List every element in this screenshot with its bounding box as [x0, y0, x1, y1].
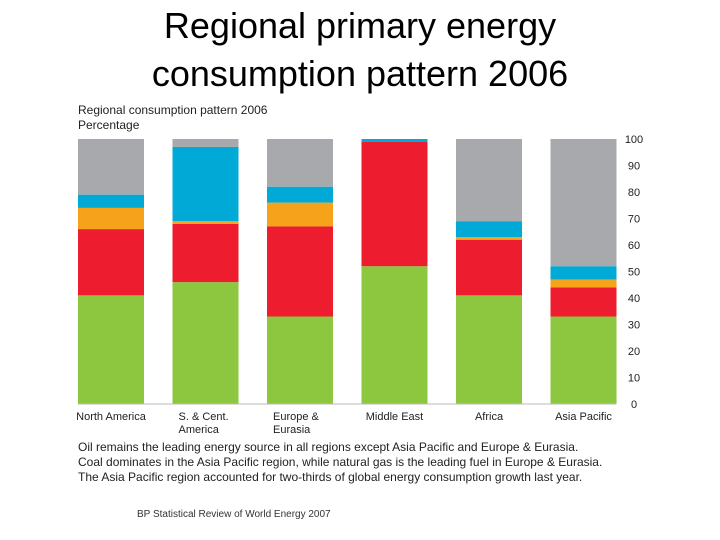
y-tick-label: 20 [628, 346, 640, 358]
bar-s-cent-america-hydroelectricity [172, 146, 239, 222]
bar-group [78, 139, 617, 404]
y-tick-label: 0 [631, 399, 637, 411]
x-tick-label: Asia Pacific [555, 411, 612, 423]
bar-africa-hydroelectricity [456, 221, 522, 238]
x-tick-label: North America [76, 411, 147, 423]
bar-middle-east-oil [361, 266, 428, 404]
y-tick-label: 90 [628, 161, 640, 173]
bar-middle-east-natural-gas [361, 141, 428, 267]
bar-europe-eurasia-natural-gas [267, 226, 333, 317]
x-tick-label: S. & Cent. America [179, 411, 229, 436]
bar-north-america-hydroelectricity [78, 194, 144, 208]
y-tick-label: 30 [628, 320, 640, 332]
y-tick-label: 40 [628, 293, 640, 305]
bar-north-america-nuclear-energy [78, 207, 144, 230]
bar-middle-east-hydroelectricity [361, 139, 428, 142]
bar-asia-pacific-nuclear-energy [550, 279, 617, 288]
bar-europe-eurasia-nuclear-energy [267, 202, 333, 227]
bar-asia-pacific-coal [550, 139, 617, 267]
slide-title-line-2: consumption pattern 2006 [151, 53, 569, 94]
chart-title: Regional consumption pattern 2006 [78, 103, 268, 117]
y-tick-label: 100 [625, 134, 643, 146]
bar-africa-nuclear-energy [456, 237, 522, 240]
bar-africa-natural-gas [456, 239, 522, 296]
y-tick-label: 10 [628, 373, 640, 385]
x-tick-label: Europe & Eurasia [273, 411, 320, 436]
y-tick-label: 50 [628, 267, 640, 279]
x-axis: North America S. & Cent. America Europe & Eu… [76, 403, 617, 436]
slide-title: Regional primary energy consumption patt… [40, 2, 680, 98]
bar-europe-eurasia-coal [267, 139, 333, 187]
caption-line-3: The Asia Pacific region accounted for tw… [78, 470, 583, 484]
y-tick-label: 60 [628, 240, 640, 252]
bar-asia-pacific-natural-gas [550, 287, 617, 317]
bar-asia-pacific-oil [550, 316, 617, 404]
caption-line-2: Coal dominates in the Asia Pacific regio… [78, 455, 603, 469]
caption-line-1: Oil remains the leading energy source in… [78, 440, 579, 454]
bar-africa-oil [456, 295, 522, 404]
chart-caption: Oil remains the leading energy source in… [78, 440, 678, 485]
bar-north-america-oil [78, 295, 144, 404]
bar-north-america-natural-gas [78, 229, 144, 296]
chart-subtitle: Percentage [78, 118, 140, 132]
x-tick-label: Africa [475, 411, 504, 423]
bar-africa-coal [456, 139, 522, 222]
bar-s-cent-america-nuclear-energy [172, 221, 239, 224]
slide-title-line-1: Regional primary energy [163, 5, 557, 46]
bar-s-cent-america-coal [172, 139, 239, 147]
bar-north-america-coal [78, 139, 144, 195]
bar-europe-eurasia-hydroelectricity [267, 186, 333, 203]
y-tick-label: 70 [628, 214, 640, 226]
bar-s-cent-america-oil [172, 282, 239, 404]
y-axis: 0 10 20 30 40 50 60 70 80 90 100 [625, 134, 643, 411]
source-note: BP Statistical Review of World Energy 20… [137, 509, 331, 520]
bar-s-cent-america-natural-gas [172, 223, 239, 283]
x-tick-label: Middle East [366, 411, 423, 423]
y-tick-label: 80 [628, 187, 640, 199]
bar-asia-pacific-hydroelectricity [550, 266, 617, 280]
bar-europe-eurasia-oil [267, 316, 333, 404]
